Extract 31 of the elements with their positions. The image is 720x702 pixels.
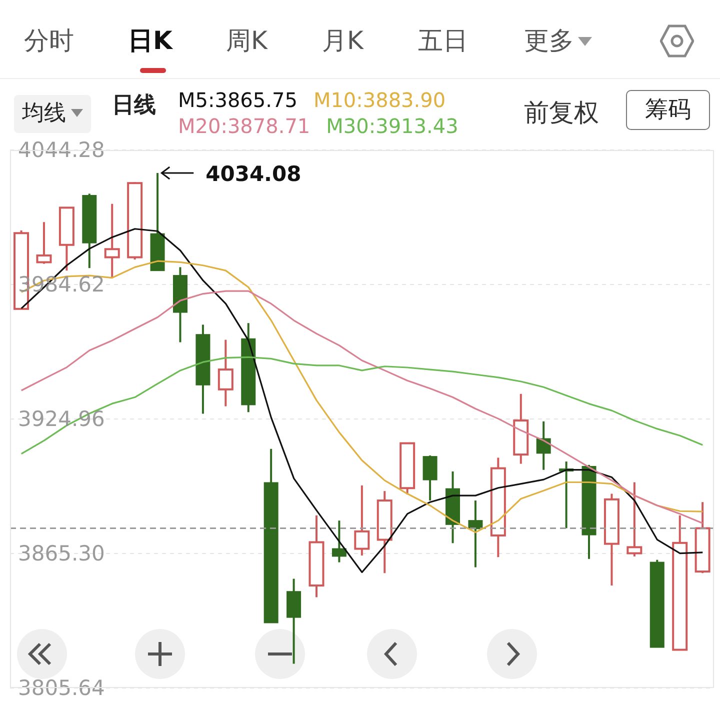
text: 前复权 [524,97,599,129]
candlestick [446,470,460,544]
text: 均线 [22,101,66,126]
text: 分时 [24,26,74,55]
y-tick-label: 3865.30 [18,542,105,566]
candlestick [286,578,302,665]
candlestick [196,324,210,415]
text: 更多 [524,26,574,55]
text: 日线 [112,92,156,120]
candlestick [536,420,551,471]
line-series [20,356,704,455]
candlestick [172,266,188,344]
candlestick [513,392,529,465]
candlestick [241,322,256,414]
candlestick [104,202,120,279]
annotation: 4034.08 [206,162,302,186]
candlestick [490,456,506,558]
text: 日K [128,26,172,55]
text: M5:3865.75 [178,88,298,112]
text: M20:3878.71 [178,114,310,138]
text: 五日 [418,26,468,55]
text: 周K [226,26,268,55]
candlestick [332,520,346,564]
candlestick [218,338,234,408]
line-series [20,228,704,574]
text: 筹码 [626,90,710,130]
candlestick [308,514,324,598]
text: M10:3883.90 [313,88,446,112]
candlestick [376,490,392,574]
text: M30:3913.43 [326,114,458,138]
text: 月K [322,26,364,55]
